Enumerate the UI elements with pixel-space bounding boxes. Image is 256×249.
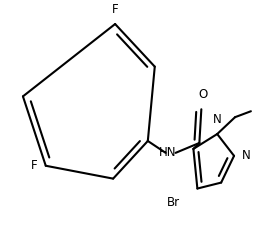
Text: HN: HN <box>159 146 176 159</box>
Text: Br: Br <box>166 196 179 209</box>
Text: N: N <box>213 113 222 126</box>
Text: F: F <box>112 3 119 16</box>
Text: F: F <box>31 159 38 172</box>
Text: O: O <box>199 88 208 101</box>
Text: N: N <box>242 149 251 162</box>
